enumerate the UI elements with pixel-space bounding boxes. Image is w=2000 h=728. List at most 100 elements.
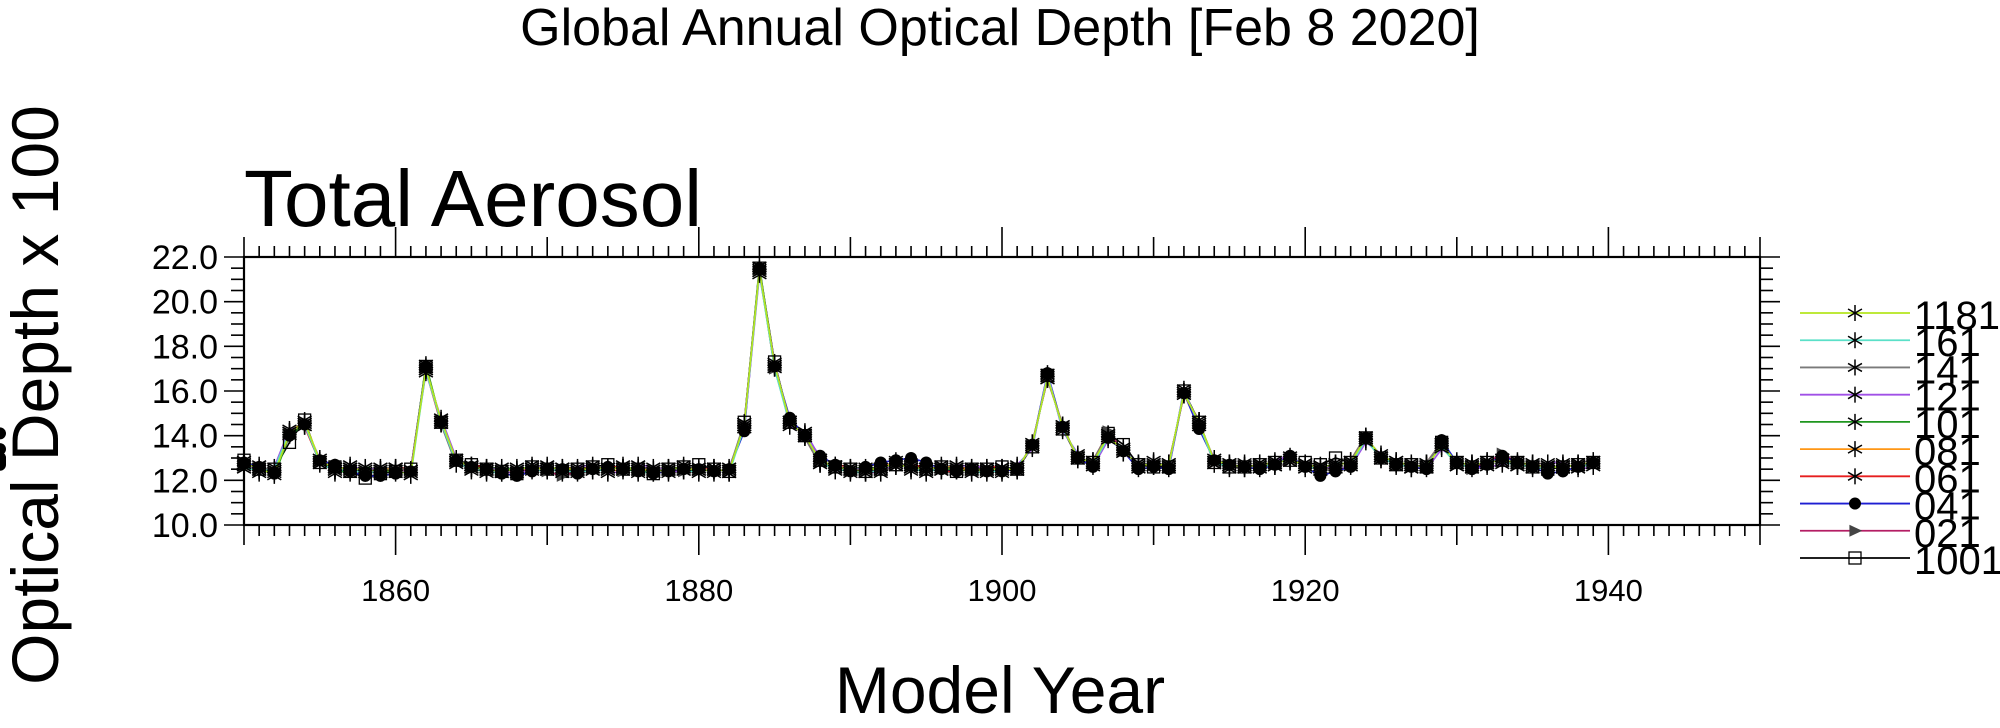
data-point-1181 [691, 463, 707, 480]
data-point-1181 [1449, 454, 1465, 471]
data-point-1181-stroke [1070, 453, 1086, 463]
data-point-1181-stroke [1161, 460, 1177, 470]
data-point-1181 [767, 356, 782, 373]
data-point-1181 [418, 360, 434, 377]
legend-item-121: 121 [1800, 376, 1981, 420]
data-point-1181-stroke [1176, 388, 1192, 398]
data-point-041 [0, 458, 6, 471]
data-point-1181 [888, 456, 904, 473]
data-point-1181 [600, 461, 616, 478]
data-point-1181 [1040, 369, 1055, 386]
data-point-1181-stroke [342, 462, 358, 472]
data-point-1181 [1176, 385, 1192, 402]
data-point-1181 [1222, 456, 1237, 473]
legend-marker [1847, 359, 1863, 376]
data-point-1181 [1085, 454, 1101, 471]
data-point-1181-stroke [1388, 457, 1404, 468]
data-point-1181 [524, 458, 540, 475]
y-tick-label: 18.0 [152, 328, 218, 366]
data-point-1181 [1100, 427, 1116, 444]
legend-marker-shape [1848, 551, 1862, 565]
data-point-1181 [448, 452, 464, 469]
data-point-1181 [342, 458, 358, 475]
series-layer [0, 257, 1601, 485]
data-point-1181 [1358, 429, 1374, 446]
data-point-1181-stroke [464, 462, 479, 472]
x-tick-label: 1860 [361, 573, 430, 608]
data-point-1181-stroke [1570, 460, 1586, 470]
data-point-1181 [1434, 436, 1449, 453]
data-point-1181-stroke [1040, 372, 1055, 383]
x-tick-label: 1920 [1271, 573, 1340, 608]
data-point-1181-stroke [433, 415, 449, 425]
data-point-1181 [494, 463, 510, 480]
data-point-1181-stroke [736, 419, 752, 430]
data-point-1181-stroke [752, 265, 767, 276]
data-point-1181 [1237, 458, 1252, 475]
y-tick-label: 12.0 [152, 462, 218, 500]
data-point-1181-stroke [1449, 457, 1465, 468]
data-point-1181-stroke [1252, 460, 1268, 470]
legend-label: 021 [1914, 512, 1981, 556]
data-point-1181-stroke [1525, 460, 1540, 470]
data-point-1181-stroke [1222, 460, 1237, 470]
data-point-1181 [1009, 461, 1025, 478]
data-point-1181 [1297, 456, 1313, 473]
data-point-1181 [1282, 452, 1298, 469]
legend-marker-stroke [1847, 390, 1863, 400]
y-tick-label: 16.0 [152, 373, 218, 411]
legend-marker [1849, 524, 1863, 537]
legend-item-041: 041 [1800, 485, 1981, 529]
data-point-1181 [1055, 418, 1070, 435]
data-point-1181 [1373, 447, 1389, 464]
data-point-1181 [1555, 458, 1571, 475]
data-point-1181 [1494, 452, 1510, 469]
data-point-1181-stroke [661, 464, 676, 474]
data-point-1181-stroke [1494, 455, 1510, 465]
data-point-1181-stroke [539, 464, 555, 474]
data-point-1181-stroke [1206, 455, 1222, 465]
data-point-1181 [1267, 454, 1283, 471]
legend-marker-stroke [1847, 308, 1863, 318]
data-point-1181 [1388, 454, 1404, 471]
data-point-1181-stroke [858, 466, 873, 477]
data-point-1181-stroke [782, 417, 798, 427]
data-point-041 [0, 443, 6, 456]
data-point-1181 [1146, 456, 1161, 473]
data-point-1181 [1570, 456, 1586, 473]
series-line-061 [243, 270, 1594, 475]
data-point-1181 [1328, 456, 1343, 473]
axes-layer: 1860 1880 1900 1920 1940 10.0 12.0 14.0 16.0 18.0… [152, 227, 1780, 608]
data-point-1181 [1479, 454, 1495, 471]
data-point-1181 [539, 461, 555, 478]
data-point-1181-stroke [266, 468, 282, 479]
data-point-1181 [585, 458, 601, 475]
data-point-1181-stroke [585, 462, 601, 472]
data-point-1181 [1313, 458, 1328, 475]
data-point-1181 [949, 461, 964, 478]
data-point-1181 [251, 461, 267, 478]
data-point-1181 [327, 461, 343, 478]
data-point-1181-stroke [1585, 457, 1601, 468]
data-point-1181 [1131, 456, 1146, 473]
data-point-1181 [388, 463, 403, 480]
data-point-1181 [1464, 456, 1480, 473]
data-point-1181-stroke [918, 464, 934, 474]
y-tick-label: 20.0 [152, 284, 218, 322]
data-point-1181-stroke [1100, 431, 1116, 441]
series-line-121 [243, 274, 1594, 475]
y-tick-label: 14.0 [152, 418, 218, 456]
data-point-1181 [918, 461, 934, 478]
panel-title: Total Aerosol [244, 154, 703, 243]
data-point-1181-stroke [934, 462, 949, 472]
data-point-1181-stroke [524, 462, 540, 472]
legend-label: 1001 [1914, 539, 2000, 583]
data-point-1181 [373, 461, 388, 478]
data-point-1181 [797, 427, 813, 444]
legend-marker [1847, 413, 1863, 430]
legend-marker [1849, 497, 1861, 510]
legend-marker-shape [1849, 497, 1861, 510]
data-point-1181 [555, 458, 570, 475]
